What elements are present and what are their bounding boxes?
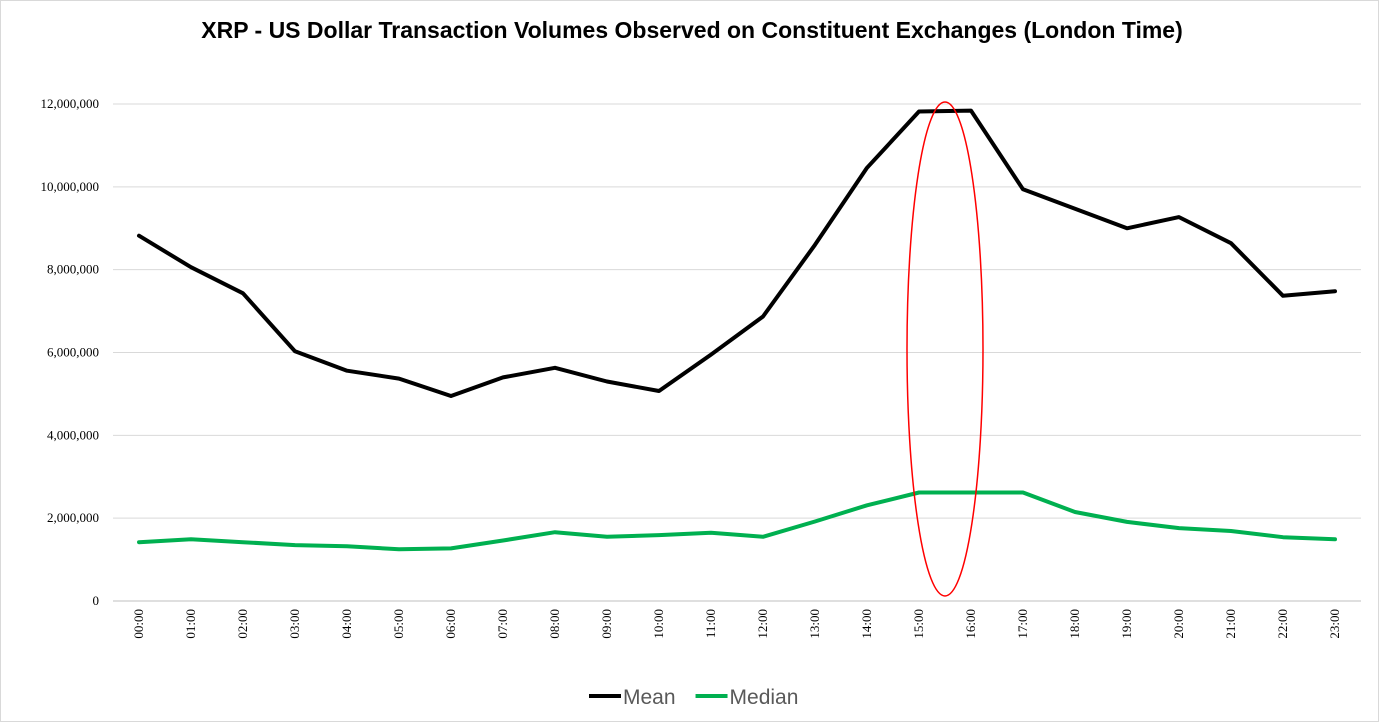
y-tick-label: 6,000,000 [47, 345, 99, 360]
x-tick-label: 11:00 [703, 609, 718, 638]
legend-label-median: Median [730, 686, 799, 709]
x-axis-tick-labels: 00:00 01:00 02:00 03:00 04:00 05:00 06:00 07:00… [131, 609, 1342, 639]
x-tick-label: 17:00 [1015, 609, 1030, 639]
x-tick-label: 08:00 [547, 609, 562, 639]
x-tick-label: 06:00 [443, 609, 458, 639]
x-tick-label: 13:00 [807, 609, 822, 639]
y-tick-label: 8,000,000 [47, 262, 99, 277]
x-tick-label: 09:00 [599, 609, 614, 639]
gridlines [113, 104, 1361, 518]
x-tick-label: 12:00 [755, 609, 770, 639]
y-tick-label: 12,000,000 [41, 96, 100, 111]
x-tick-label: 10:00 [651, 609, 666, 639]
x-tick-label: 03:00 [287, 609, 302, 639]
y-axis-tick-labels: 0 2,000,000 4,000,000 6,000,000 8,000,000 10,… [41, 96, 100, 608]
y-tick-label: 10,000,000 [41, 179, 100, 194]
x-tick-label: 14:00 [859, 609, 874, 639]
x-tick-label: 01:00 [183, 609, 198, 639]
x-tick-label: 00:00 [131, 609, 146, 639]
series-line-median [139, 493, 1335, 550]
x-tick-label: 16:00 [963, 609, 978, 639]
y-tick-label: 2,000,000 [47, 510, 99, 525]
x-tick-label: 02:00 [235, 609, 250, 639]
x-tick-label: 22:00 [1275, 609, 1290, 639]
x-tick-label: 18:00 [1067, 609, 1082, 639]
y-tick-label: 4,000,000 [47, 427, 99, 442]
legend: Mean Median [589, 686, 798, 709]
annotations [907, 102, 983, 596]
legend-label-mean: Mean [623, 686, 676, 709]
highlight-ellipse [907, 102, 983, 596]
x-tick-label: 15:00 [911, 609, 926, 639]
x-tick-label: 05:00 [391, 609, 406, 639]
series-line-mean [139, 111, 1335, 396]
x-tick-label: 04:00 [339, 609, 354, 639]
x-tick-label: 23:00 [1327, 609, 1342, 639]
x-tick-label: 21:00 [1223, 609, 1238, 639]
x-tick-label: 07:00 [495, 609, 510, 639]
x-tick-label: 20:00 [1171, 609, 1186, 639]
series-lines [139, 111, 1335, 550]
y-tick-label: 0 [93, 593, 100, 608]
x-tick-label: 19:00 [1119, 609, 1134, 639]
chart-title: XRP - US Dollar Transaction Volumes Obse… [201, 17, 1183, 43]
